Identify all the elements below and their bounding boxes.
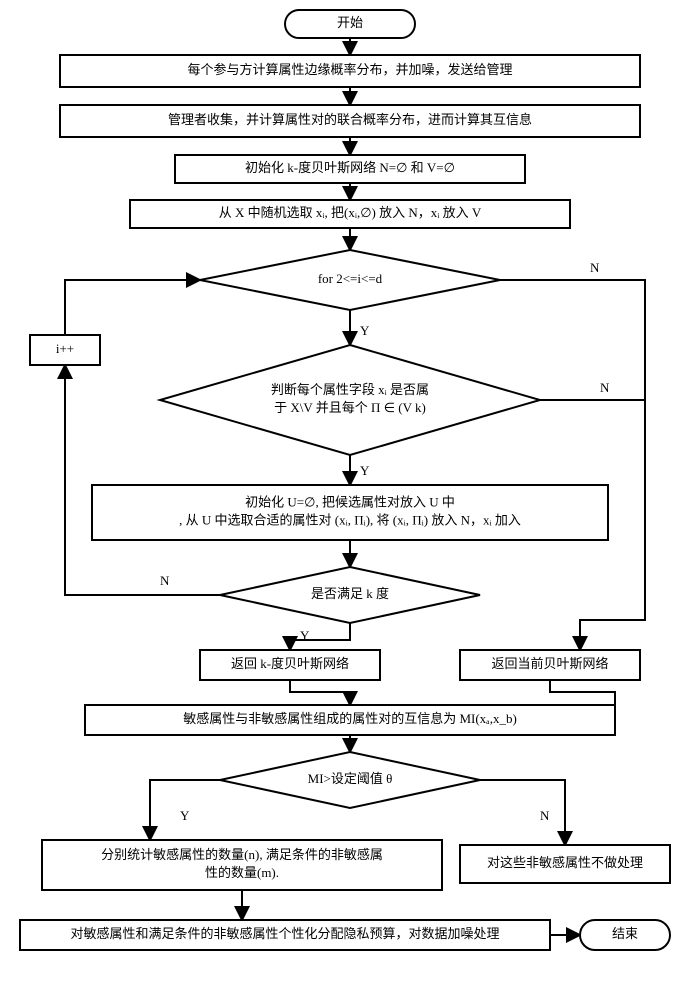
edge (290, 623, 350, 650)
node-p7: 返回当前贝叶斯网络 (460, 650, 640, 680)
edge-label: Y (360, 323, 370, 338)
node-text: 分别统计敏感属性的数量(n), 满足条件的非敏感属 (101, 847, 383, 862)
node-text: 每个参与方计算属性边缘概率分布，并加噪，发送给管理 (187, 62, 512, 77)
node-text: 是否满足 k 度 (311, 586, 389, 601)
node-text: 初始化 k-度贝叶斯网络 N=∅ 和 V=∅ (245, 160, 455, 175)
node-text: 判断每个属性字段 xᵢ 是否属 (271, 382, 429, 397)
edge (500, 280, 645, 650)
node-p3: 初始化 k-度贝叶斯网络 N=∅ 和 V=∅ (175, 155, 525, 183)
node-text: 对这些非敏感属性不做处理 (487, 855, 643, 870)
node-text: for 2<=i<=d (318, 271, 383, 286)
node-p2: 管理者收集，并计算属性对的联合概率分布，进而计算其互信息 (60, 105, 640, 137)
node-start: 开始 (285, 10, 415, 38)
node-text: 初始化 U=∅, 把候选属性对放入 U 中 (245, 495, 455, 510)
node-d1: for 2<=i<=d (200, 250, 500, 310)
node-text: 敏感属性与非敏感属性组成的属性对的互信息为 MI(xₐ,x_b) (183, 711, 517, 726)
edge-label: N (600, 380, 610, 395)
node-inc: i++ (30, 335, 100, 365)
node-end: 结束 (580, 920, 670, 950)
node-p6: 返回 k-度贝叶斯网络 (200, 650, 380, 680)
node-d2: 判断每个属性字段 xᵢ 是否属于 X\V 并且每个 Π ∈ (V k) (160, 345, 540, 455)
edge (290, 680, 350, 705)
node-text: 管理者收集，并计算属性对的联合概率分布，进而计算其互信息 (168, 112, 532, 127)
edge-label: N (540, 808, 550, 823)
edge-label: Y (300, 628, 310, 643)
node-text: 结束 (612, 926, 638, 941)
node-text: 返回 k-度贝叶斯网络 (231, 656, 349, 671)
node-text: 对敏感属性和满足条件的非敏感属性个性化分配隐私预算，对数据加噪处理 (70, 926, 499, 941)
node-text: 性的数量(m). (205, 865, 279, 880)
node-p5: 初始化 U=∅, 把候选属性对放入 U 中 , 从 U 中选取合适的属性对 (xᵢ… (92, 485, 608, 540)
edge-label: Y (360, 463, 370, 478)
node-d3: 是否满足 k 度 (220, 567, 480, 623)
node-p8: 敏感属性与非敏感属性组成的属性对的互信息为 MI(xₐ,x_b) (85, 705, 615, 735)
node-p9: 分别统计敏感属性的数量(n), 满足条件的非敏感属性的数量(m). (42, 840, 442, 890)
edge (65, 280, 200, 335)
node-p4: 从 X 中随机选取 xᵢ, 把(xᵢ,∅) 放入 N，xᵢ 放入 V (130, 200, 570, 228)
node-text: i++ (56, 341, 74, 356)
node-text: 返回当前贝叶斯网络 (491, 656, 608, 671)
node-text: MI>设定阈值 θ (308, 771, 393, 786)
edge-label: N (590, 260, 600, 275)
edge-label: N (160, 573, 170, 588)
node-d4: MI>设定阈值 θ (220, 752, 480, 808)
edge (480, 780, 565, 845)
node-p11: 对敏感属性和满足条件的非敏感属性个性化分配隐私预算，对数据加噪处理 (20, 920, 550, 950)
edge-label: Y (180, 808, 190, 823)
node-text: 从 X 中随机选取 xᵢ, 把(xᵢ,∅) 放入 N，xᵢ 放入 V (219, 205, 482, 220)
node-text: , 从 U 中选取合适的属性对 (xᵢ, Πᵢ), 将 (xᵢ, Πᵢ) 放入 … (179, 512, 521, 527)
node-p1: 每个参与方计算属性边缘概率分布，并加噪，发送给管理 (60, 55, 640, 87)
node-text: 开始 (337, 15, 363, 30)
node-text: 于 X\V 并且每个 Π ∈ (V k) (274, 400, 426, 415)
flowchart-canvas: Y N Y N Y N Y N 开始每个参与方计算属性边缘概率分布，并加噪，发送给管理管理者收集… (0, 0, 699, 1000)
node-p10: 对这些非敏感属性不做处理 (460, 845, 670, 883)
